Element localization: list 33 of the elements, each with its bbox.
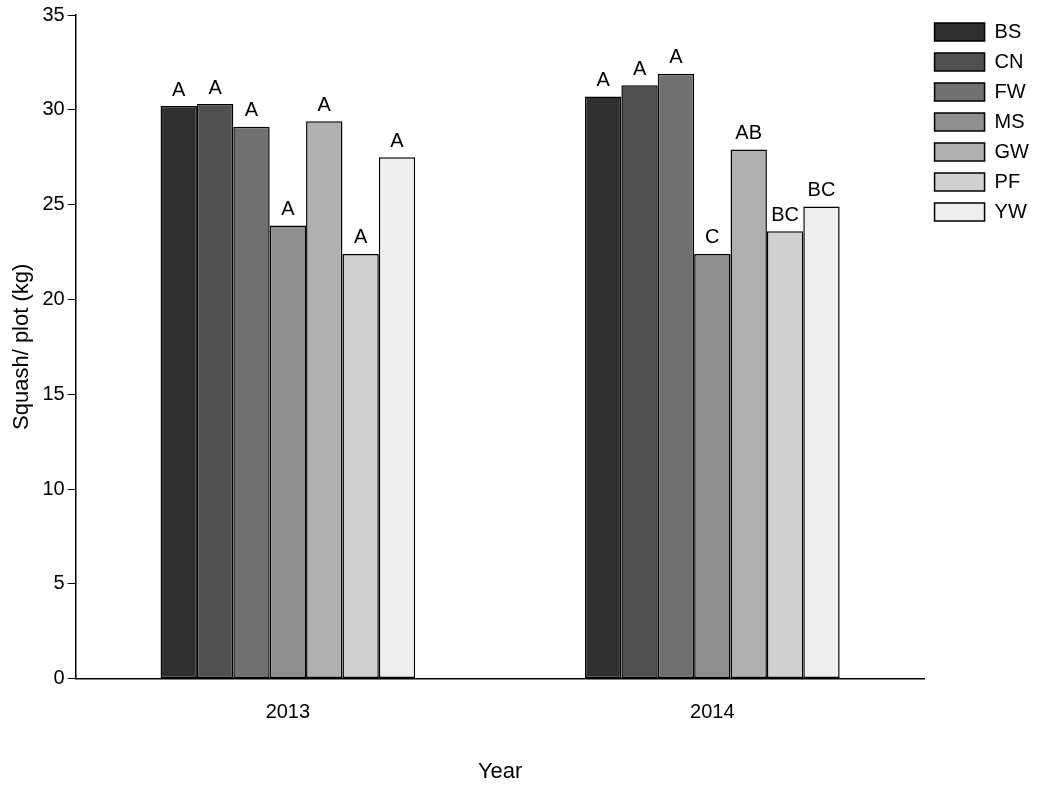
data-label: A (244, 98, 259, 121)
y-tick-label: 35 (42, 2, 65, 25)
data-label: C (705, 225, 720, 248)
data-label: AB (735, 121, 763, 144)
data-label: A (172, 77, 187, 100)
data-label: A (596, 68, 611, 91)
legend-label: CN (994, 49, 1024, 72)
data-label: BC (771, 202, 799, 225)
x-tick-label: 2013 (265, 700, 311, 723)
x-tick-label: 2014 (690, 700, 735, 723)
x-axis-title: Year (477, 757, 523, 783)
y-tick-label: 30 (42, 97, 65, 120)
y-tick-label: 20 (42, 286, 65, 309)
data-label: A (208, 75, 223, 98)
data-label: A (281, 196, 296, 219)
legend-label: PF (994, 169, 1021, 192)
legend-label: GW (994, 139, 1030, 162)
y-tick-label: 25 (42, 192, 65, 215)
y-tick-label: 0 (53, 666, 65, 689)
y-tick-label: 10 (42, 476, 65, 499)
legend-label: BS (994, 19, 1022, 42)
data-label: A (317, 92, 332, 115)
data-label: A (353, 225, 368, 248)
y-tick-label: 15 (42, 381, 65, 404)
data-label: A (669, 45, 684, 68)
data-label: A (390, 128, 405, 151)
legend-label: MS (994, 109, 1025, 132)
data-label: A (632, 56, 647, 79)
data-label: BC (807, 178, 836, 201)
y-axis-title: Squash/ plot (kg) (8, 263, 34, 430)
y-tick-label: 5 (53, 571, 65, 594)
legend-label: YW (994, 199, 1027, 222)
legend-label: FW (994, 79, 1026, 102)
